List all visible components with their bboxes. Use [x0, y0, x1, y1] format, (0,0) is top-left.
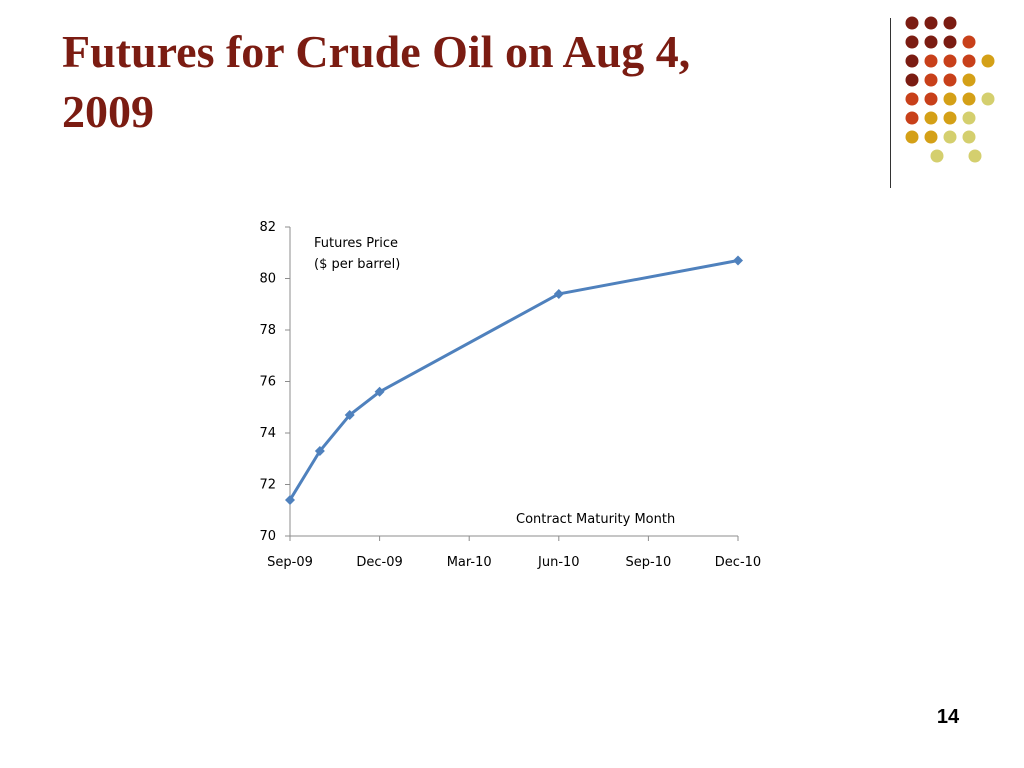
y-tick-label: 72	[259, 478, 276, 493]
decorative-dot	[968, 149, 982, 163]
decorative-dot	[905, 54, 919, 68]
decorative-dot	[962, 35, 976, 49]
decorative-dot	[943, 130, 957, 144]
decorative-dot	[924, 130, 938, 144]
data-point-marker	[285, 494, 295, 505]
y-tick-label: 82	[259, 220, 276, 235]
decorative-dot	[962, 111, 976, 125]
decorative-dot	[962, 92, 976, 106]
x-tick-label: Sep-10	[626, 555, 672, 570]
decorative-dot	[962, 73, 976, 87]
decorative-dot	[924, 73, 938, 87]
y-tick-label: 78	[259, 323, 276, 338]
data-point-marker	[344, 409, 355, 420]
x-tick-label: Sep-09	[267, 555, 313, 570]
x-tick-label: Mar-10	[447, 555, 492, 570]
page-number: 14	[936, 706, 960, 728]
decorative-dot	[924, 16, 938, 30]
data-point-marker	[553, 288, 564, 299]
slide-title: Futures for Crude Oil on Aug 4, 2009	[62, 22, 862, 142]
data-point-marker	[733, 255, 743, 266]
y-tick-label: 70	[259, 529, 276, 544]
slide-title-line-1: Futures for Crude Oil on Aug 4,	[62, 26, 691, 77]
decorative-dot	[924, 111, 938, 125]
y-tick-label: 74	[259, 426, 276, 441]
x-axis-label: Contract Maturity Month	[516, 512, 675, 527]
decorative-dot	[924, 35, 938, 49]
futures-price-line-chart: 70 72 74 76 78 80 82 Sep-09 Dec-09 Mar-10 Jun-10 Se…	[259, 220, 761, 570]
decorative-dot	[924, 92, 938, 106]
decorative-dot	[905, 35, 919, 49]
decorative-dot	[943, 111, 957, 125]
x-tick-label: Dec-09	[356, 555, 402, 570]
decorative-dot	[943, 35, 957, 49]
decorative-dot	[981, 92, 995, 106]
decorative-dot	[924, 54, 938, 68]
decorative-divider	[890, 18, 891, 188]
series-line	[288, 259, 739, 501]
decorative-dot	[930, 149, 944, 163]
y-axis-label-line-2: ($ per barrel)	[314, 257, 400, 272]
data-point-marker	[314, 446, 325, 457]
decorative-dot	[905, 92, 919, 106]
x-tick-label: Dec-10	[715, 555, 761, 570]
decorative-dot	[905, 130, 919, 144]
decorative-dot	[962, 54, 976, 68]
decorative-dot	[943, 92, 957, 106]
slide-title-line-2: 2009	[62, 86, 154, 137]
decorative-dot	[943, 16, 957, 30]
decorative-dot-grid	[905, 16, 995, 163]
decorative-dot	[943, 73, 957, 87]
decorative-dot	[981, 54, 995, 68]
decorative-dot	[905, 73, 919, 87]
y-tick-label: 80	[259, 272, 276, 287]
decorative-dot	[905, 16, 919, 30]
y-axis-label-line-1: Futures Price	[314, 236, 398, 251]
x-tick-label: Jun-10	[537, 555, 580, 570]
data-point-marker	[374, 386, 385, 397]
decorative-dot	[962, 130, 976, 144]
y-tick-label: 76	[259, 375, 276, 390]
decorative-dot	[905, 111, 919, 125]
decorative-dot	[943, 54, 957, 68]
